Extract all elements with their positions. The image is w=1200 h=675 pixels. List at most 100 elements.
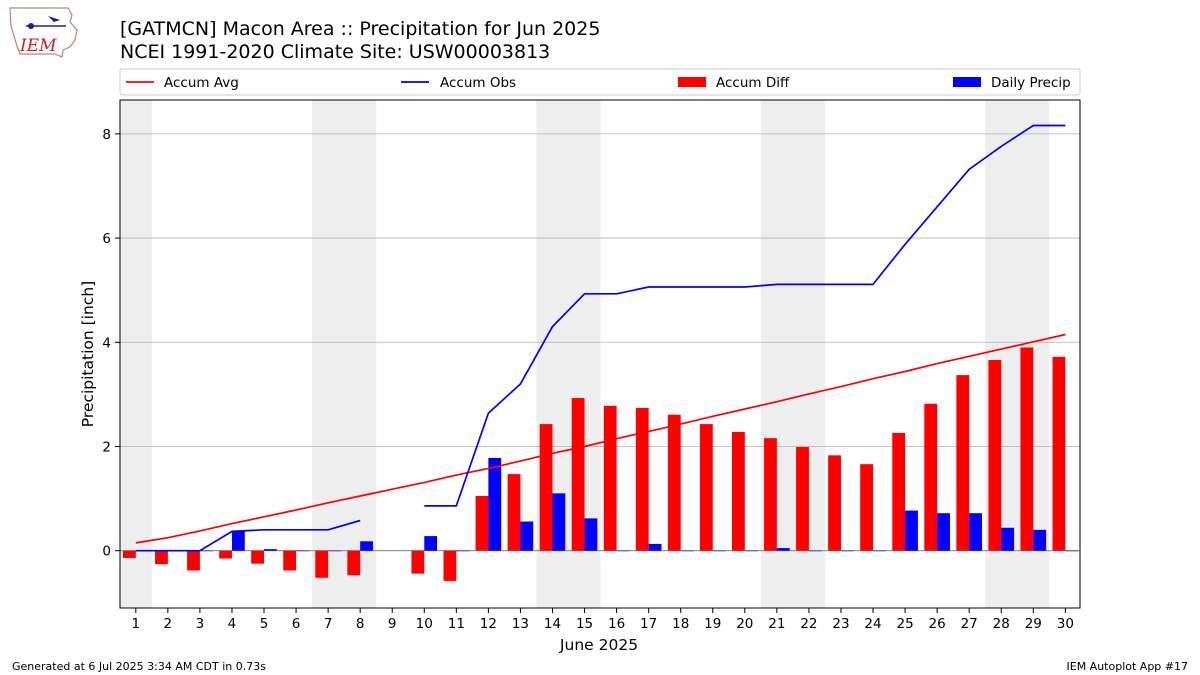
accum-diff-bar-day-5 [251,550,265,564]
daily-precip-bar-day-20 [744,550,758,552]
x-tick-label-11: 11 [448,616,465,632]
x-tick-label-10: 10 [416,616,433,632]
accum-obs-segment-0 [135,519,361,552]
accum-diff-bar-day-18 [667,414,681,551]
daily-precip-bar-day-14 [552,493,566,551]
accum-obs-line [135,124,1066,552]
x-tick-label-4: 4 [228,616,237,632]
x-tick-label-5: 5 [260,616,269,632]
accum-diff-bar-day-14 [539,424,553,551]
daily-precip-bar-day-16 [616,550,630,552]
accum-diff-bar-day-12 [475,495,489,551]
legend: Accum Avg Accum Obs Accum Diff Daily Pre… [119,68,1081,96]
daily-precip-bar-day-30 [1065,550,1079,552]
accum-avg-line [135,333,1066,544]
sensor-dot-icon [28,23,34,29]
daily-precip-bar-day-24 [873,550,886,552]
x-tick-label-22: 22 [800,616,817,632]
x-axis-ticks: 1 2 3 4 5 6 7 8 9 10 11 12 13 14 15 16 17 18 19 20 21 22 23 24 2… [132,608,1074,632]
daily-precip-bar-day-18 [680,550,694,552]
accum-diff-bar-day-1 [122,550,136,558]
iem-logo[interactable]: IEM [9,7,78,58]
wind-flag-icon [48,16,60,22]
logo-text: IEM [19,36,57,56]
y-axis-label: Precipitation [inch] [79,281,97,427]
accum-diff-bar-day-24 [860,464,874,551]
x-tick-label-19: 19 [704,616,721,632]
daily-precip-bar-day-23 [840,550,854,552]
weekend-band-1 [120,100,152,608]
x-tick-label-30: 30 [1057,616,1074,632]
daily-precip-bar-day-8 [360,541,373,551]
daily-precip-bar-day-19 [712,550,726,552]
daily-precip-bar-day-10 [424,536,438,551]
x-tick-label-6: 6 [292,616,301,632]
x-tick-label-16: 16 [608,616,625,632]
legend-frame [119,68,1081,96]
x-tick-label-3: 3 [196,616,205,632]
daily-precip-bar-day-25 [905,510,918,551]
accum-diff-bar-day-30 [1052,356,1066,551]
accum-diff-bar-day-17 [635,407,649,551]
weekend-band-8 [344,100,377,608]
legend-label-accum-avg: Accum Avg [164,75,239,91]
y-axis-ticks: 0 2 4 6 8 [102,127,120,560]
x-axis-label: June 2025 [559,636,638,654]
chart-subtitle: NCEI 1991-2020 Climate Site: USW00003813 [120,41,550,63]
accum-diff-bar-day-15 [571,398,585,551]
x-tick-label-24: 24 [864,616,881,632]
daily-precip-bar-day-21 [776,548,790,551]
x-tick-label-2: 2 [164,616,173,632]
x-tick-label-20: 20 [736,616,753,632]
chart-title: [GATMCN] Macon Area :: Precipitation for… [120,18,600,40]
legend-label-accum-obs: Accum Obs [440,75,516,91]
accum-diff-bar-day-8 [347,550,361,576]
accum-diff-bar-day-4 [219,550,232,559]
x-tick-label-26: 26 [929,616,946,632]
x-tick-label-25: 25 [896,616,913,632]
y-tick-label-6: 6 [102,231,111,247]
daily-precip-bar-day-15 [584,518,598,551]
app-credit: IEM Autoplot App #17 [1067,660,1189,673]
accum-diff-bar-day-19 [699,424,713,551]
x-tick-label-14: 14 [544,616,561,632]
daily-precip-bar-day-17 [648,543,662,551]
x-tick-label-29: 29 [1025,616,1042,632]
x-tick-label-18: 18 [672,616,689,632]
accum-diff-bar-day-3 [187,550,200,571]
daily-precip-bar-day-22 [808,550,822,552]
accum-diff-bars [122,347,1066,581]
plot-frame [119,99,1081,609]
daily-precip-bar-day-4 [231,531,245,551]
accum-diff-bar-day-21 [764,438,777,551]
accum-diff-bar-day-13 [507,474,521,551]
x-tick-label-9: 9 [388,616,397,632]
accum-obs-segment-1 [424,124,1066,507]
accum-diff-bar-day-25 [892,432,906,551]
accum-diff-bar-day-20 [731,431,745,551]
accum-diff-bar-day-29 [1020,347,1034,551]
x-tick-label-12: 12 [480,616,497,632]
accum-diff-bar-day-10 [411,550,425,574]
daily-precip-bar-day-27 [969,513,983,551]
accum-diff-bar-day-7 [315,550,329,578]
daily-precip-bar-day-5 [264,549,277,551]
y-tick-label-2: 2 [102,439,111,455]
legend-swatch-daily-precip [953,77,981,87]
x-tick-label-28: 28 [993,616,1010,632]
accum-diff-bar-day-22 [796,447,809,551]
daily-precip-bar-day-26 [937,513,950,551]
x-tick-label-7: 7 [324,616,333,632]
x-tick-label-21: 21 [768,616,785,632]
legend-swatch-accum-diff [678,77,706,87]
accum-diff-bar-day-26 [924,403,938,551]
accum-diff-bar-day-27 [956,375,970,551]
accum-diff-bar-day-11 [443,550,457,581]
accum-diff-bar-day-28 [988,359,1002,551]
legend-label-accum-diff: Accum Diff [716,75,790,91]
x-tick-label-23: 23 [832,616,849,632]
weekend-band-7 [312,100,345,608]
legend-label-daily-precip: Daily Precip [991,75,1071,91]
daily-precip-bar-day-3 [199,550,213,552]
